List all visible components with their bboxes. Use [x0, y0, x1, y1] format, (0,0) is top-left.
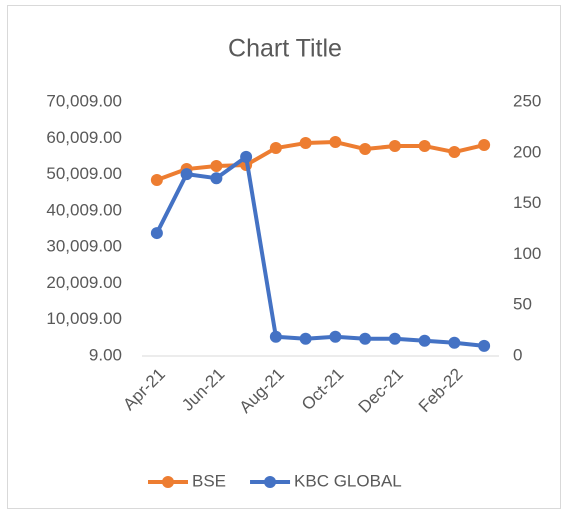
- chart-title: Chart Title: [228, 35, 342, 63]
- data-point: [269, 142, 282, 155]
- data-point: [329, 136, 342, 149]
- data-point: [269, 330, 282, 343]
- data-point: [210, 160, 223, 173]
- data-point: [359, 143, 372, 156]
- y-tick-label: 10,009.00: [46, 309, 122, 328]
- y2-tick-label: 250: [513, 91, 541, 110]
- legend-marker: [264, 476, 277, 488]
- data-point: [418, 140, 431, 153]
- legend-label: BSE: [192, 471, 226, 490]
- data-point: [478, 339, 491, 352]
- y-tick-label: 60,009.00: [46, 128, 122, 147]
- y2-tick-label: 0: [513, 345, 522, 364]
- chart-frame: [7, 5, 561, 509]
- y-tick-label: 9.00: [89, 345, 122, 364]
- data-point: [359, 332, 372, 345]
- data-point: [478, 139, 491, 152]
- data-point: [448, 336, 461, 349]
- y2-tick-label: 200: [513, 142, 541, 161]
- y-tick-label: 40,009.00: [46, 200, 122, 219]
- data-point: [150, 227, 163, 240]
- data-point: [418, 334, 431, 347]
- data-point: [240, 150, 253, 163]
- legend-marker: [162, 476, 174, 488]
- data-point: [448, 146, 461, 159]
- data-point: [180, 168, 193, 181]
- y2-tick-label: 150: [513, 193, 541, 212]
- y-tick-label: 20,009.00: [46, 273, 122, 292]
- y-tick-label: 70,009.00: [46, 91, 122, 110]
- data-point: [388, 332, 401, 345]
- y2-tick-label: 50: [513, 295, 532, 314]
- y2-tick-label: 100: [513, 244, 541, 263]
- data-point: [299, 137, 312, 150]
- data-point: [210, 172, 223, 185]
- data-point: [150, 174, 163, 187]
- data-point: [299, 332, 312, 345]
- legend-label: KBC GLOBAL: [294, 471, 402, 490]
- y-tick-label: 30,009.00: [46, 237, 122, 256]
- y-tick-label: 50,009.00: [46, 164, 122, 183]
- data-point: [388, 140, 401, 153]
- data-point: [329, 330, 342, 343]
